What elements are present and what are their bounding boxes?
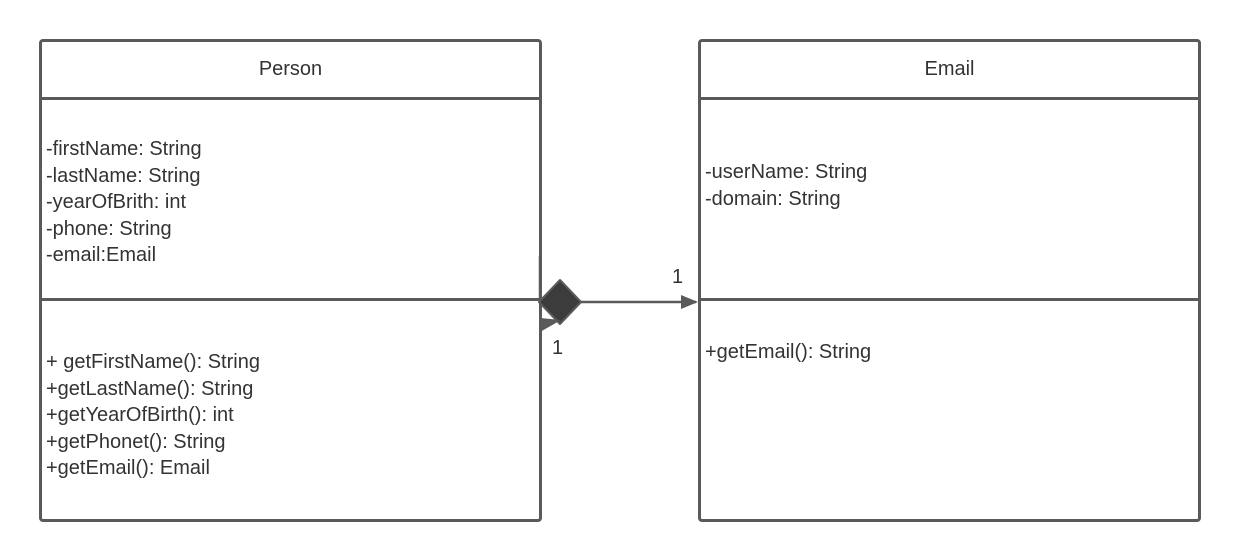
person-operation-list: + getFirstName(): String +getLastName():… [46, 349, 260, 482]
person-operation: +getYearOfBirth(): int [46, 404, 234, 426]
email-attribute: -domain: String [705, 187, 841, 210]
email-class-name: Email [701, 42, 1198, 100]
email-operation-list: +getEmail(): String [705, 339, 871, 366]
email-attributes-compartment: -userName: String -domain: String [701, 103, 1198, 301]
email-class-title: Email [924, 58, 975, 80]
multiplicity-person-end: 1 [552, 337, 564, 359]
person-attribute: -firstName: String [46, 138, 202, 160]
email-attribute: -userName: String [705, 161, 868, 183]
person-attribute: -lastName: String [46, 164, 201, 187]
person-class[interactable]: Person -firstName: String -lastName: Str… [39, 39, 542, 522]
person-attributes-compartment: -firstName: String -lastName: String -ye… [42, 103, 539, 301]
person-attribute: -email:Email [46, 244, 157, 266]
person-operations-compartment: + getFirstName(): String +getLastName():… [42, 304, 539, 519]
person-attribute-list: -firstName: String -lastName: String -ye… [46, 136, 202, 269]
connector-source-cap-icon [540, 318, 561, 332]
email-class[interactable]: Email -userName: String -domain: String … [698, 39, 1201, 522]
person-operation: + getFirstName(): String [46, 351, 260, 373]
person-attribute: -phone: String [46, 217, 172, 240]
person-class-title: Person [258, 58, 323, 80]
person-operation: +getEmail(): Email [46, 457, 210, 479]
person-attribute: -yearOfBrith: int [46, 191, 187, 213]
multiplicity-email-end: 1 [672, 266, 684, 288]
email-operations-compartment: +getEmail(): String [701, 304, 1198, 519]
email-operation: +getEmail(): String [705, 341, 872, 363]
person-operation: +getPhonet(): String [46, 430, 226, 453]
email-attribute-list: -userName: String -domain: String [705, 159, 867, 212]
person-operation: +getLastName(): String [46, 377, 254, 400]
person-class-name: Person [42, 42, 539, 100]
